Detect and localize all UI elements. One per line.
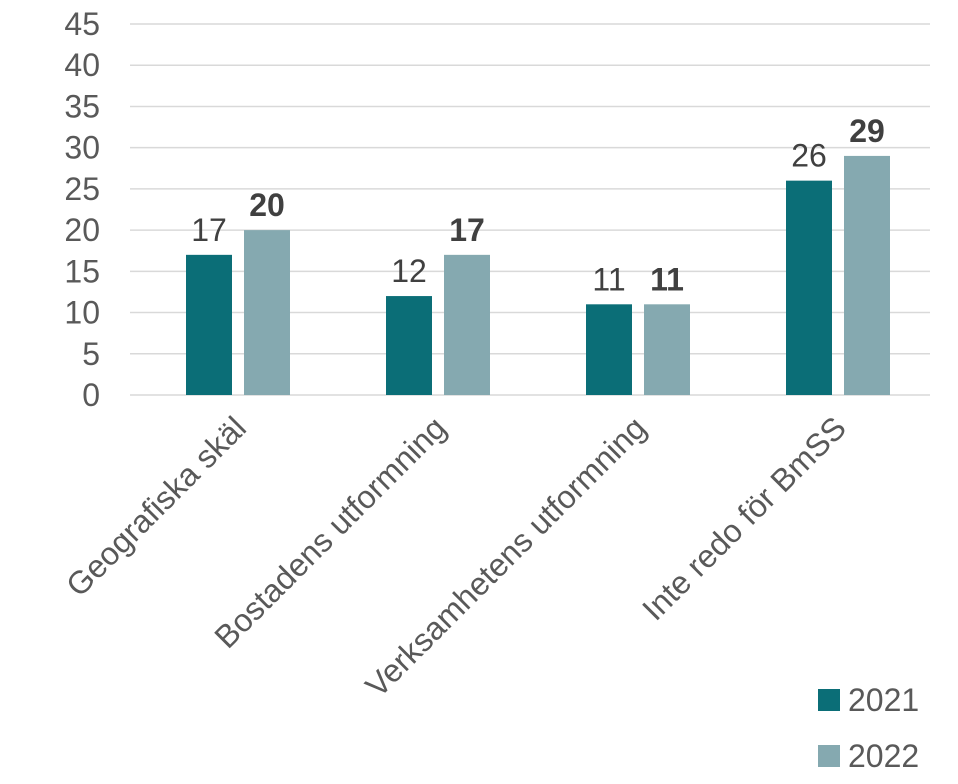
data-label-2022: 20 [249,187,285,223]
y-tick-label: 40 [64,47,100,83]
y-tick-label: 5 [82,336,100,372]
bar-2021 [386,296,432,395]
data-label-2021: 26 [791,138,827,174]
legend: 2021 2022 [818,672,919,784]
legend-label-2021: 2021 [848,681,920,718]
bar-2021 [186,254,232,395]
legend-item-2022: 2022 [818,728,919,784]
x-tick-label: Bostadens utformning [207,409,453,655]
legend-swatch-2021 [818,689,840,711]
y-tick-label: 25 [64,171,100,207]
y-tick-label: 30 [64,130,100,166]
data-label-2022: 29 [849,113,885,149]
y-tick-label: 20 [64,212,100,248]
data-label-2021: 17 [191,212,227,248]
data-label-2021: 12 [391,253,427,289]
bars [186,155,890,395]
bar-2022 [844,155,890,395]
y-tick-label: 0 [82,377,100,413]
bar-2022 [244,230,290,395]
x-tick-label: Geografiska skäl [59,409,253,603]
y-tick-label: 45 [64,6,100,42]
legend-label-2022: 2022 [848,737,920,774]
bar-2021 [586,304,632,395]
bar-2021 [786,180,832,395]
y-tick-label: 35 [64,88,100,124]
value-labels: 17 20 12 17 11 11 26 29 [191,113,885,297]
legend-swatch-2022 [818,745,840,767]
data-label-2022: 11 [650,261,684,297]
x-tick-label: Inte redo för BmSS [635,409,853,627]
y-tick-label: 15 [64,253,100,289]
y-tick-label: 10 [64,295,100,331]
y-axis: 0 5 10 15 20 25 30 35 40 45 [64,6,100,413]
legend-item-2021: 2021 [818,672,919,728]
bar-2022 [444,254,490,395]
data-label-2022: 17 [449,212,485,248]
bar-2022 [644,304,690,395]
data-label-2021: 11 [592,261,625,297]
